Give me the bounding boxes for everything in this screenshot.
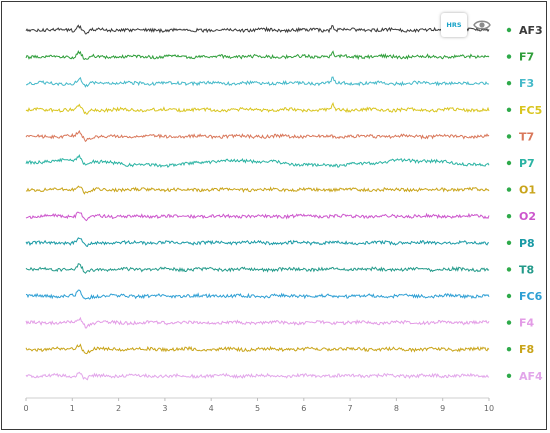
trace-f7 <box>25 49 490 61</box>
x-tick-label: 2 <box>116 404 121 413</box>
eye-icon[interactable] <box>470 13 494 37</box>
trace-f3 <box>26 76 490 88</box>
trace-fc6 <box>25 289 490 300</box>
trace-t7 <box>25 129 490 143</box>
trace-t8 <box>25 263 490 274</box>
x-tick-label: 4 <box>209 404 214 413</box>
x-tick-label: 5 <box>255 404 260 413</box>
channel-label-f3[interactable]: F3 <box>519 77 534 90</box>
channel-dot-fc5 <box>506 107 512 113</box>
trace-fc5 <box>25 101 490 115</box>
channel-label-t7[interactable]: T7 <box>519 130 534 143</box>
x-tick-label: 6 <box>301 404 306 413</box>
channel-label-af4[interactable]: AF4 <box>519 370 543 383</box>
channel-dot-t8 <box>506 267 512 272</box>
trace-af4 <box>25 371 490 381</box>
channel-dot-f4 <box>506 320 512 325</box>
channel-dot-fc6 <box>506 293 512 299</box>
trace-p7 <box>25 154 490 168</box>
channel-label-o1[interactable]: O1 <box>519 184 536 197</box>
x-tick-label: 0 <box>23 404 28 413</box>
trace-f8 <box>25 343 490 355</box>
x-tick-label: 10 <box>484 404 494 413</box>
channel-dot-o1 <box>506 187 512 192</box>
x-tick-label: 9 <box>440 404 445 413</box>
channel-legend: AF3 F7 F3 FC5 T7 P7 O1 O2 P8 T8 FC6 F4 F8 AF4 <box>506 24 543 383</box>
channel-label-f4[interactable]: F4 <box>519 317 535 330</box>
channel-label-af3[interactable]: AF3 <box>519 24 543 37</box>
channel-dot-p8 <box>506 240 512 245</box>
trace-af3 <box>25 24 490 35</box>
channel-dot-af4 <box>506 373 512 378</box>
channel-dot-o2 <box>506 214 512 219</box>
channel-label-f8[interactable]: F8 <box>519 343 534 356</box>
channel-dot-f8 <box>506 347 512 352</box>
channel-label-o2[interactable]: O2 <box>519 210 536 223</box>
channel-dot-af3 <box>506 27 512 33</box>
hrs-button[interactable]: HRS <box>441 13 467 37</box>
trace-o1 <box>25 185 490 195</box>
channel-dot-f3 <box>506 81 512 86</box>
channel-dot-f7 <box>506 54 512 59</box>
channel-dot-p7 <box>506 160 512 166</box>
trace-p8 <box>25 237 490 248</box>
channel-label-p7[interactable]: P7 <box>519 157 535 170</box>
trace-f4 <box>25 316 490 329</box>
channel-label-fc5[interactable]: FC5 <box>519 104 542 117</box>
eeg-traces <box>25 24 490 381</box>
x-tick-label: 7 <box>348 404 353 413</box>
channel-label-fc6[interactable]: FC6 <box>519 290 543 303</box>
channel-dot-t7 <box>506 134 512 139</box>
x-tick-label: 3 <box>162 404 167 413</box>
x-tick-label: 8 <box>394 404 399 413</box>
channel-label-t8[interactable]: T8 <box>519 263 534 276</box>
channel-label-f7[interactable]: F7 <box>519 51 534 64</box>
x-tick-label: 1 <box>70 404 75 413</box>
trace-o2 <box>25 211 490 222</box>
channel-label-p8[interactable]: P8 <box>519 237 535 250</box>
x-axis: 0 1 2 3 4 5 6 7 8 9 10 <box>23 397 494 413</box>
